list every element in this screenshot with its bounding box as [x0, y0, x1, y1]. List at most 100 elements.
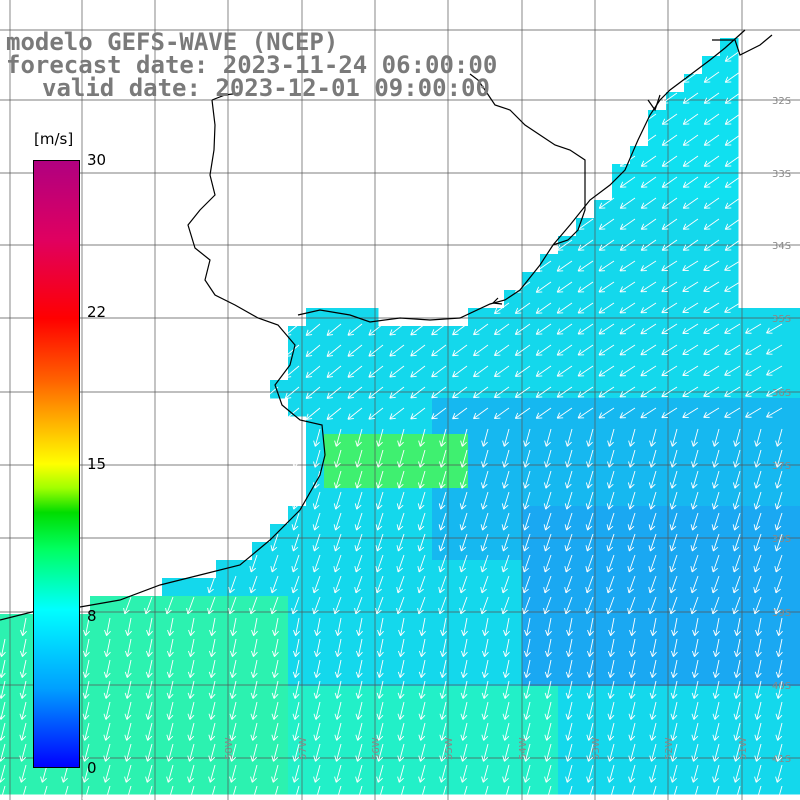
wind-speed-cell — [630, 632, 649, 651]
wind-speed-cell — [702, 182, 721, 201]
wind-speed-cell — [522, 614, 541, 633]
wind-speed-cell — [576, 380, 595, 399]
wind-arrow — [703, 323, 720, 334]
wind-arrow — [766, 386, 783, 397]
wind-speed-cell — [612, 470, 631, 489]
wind-speed-cell — [504, 560, 523, 579]
wind-arrow — [312, 596, 321, 615]
wind-speed-cell — [270, 776, 289, 795]
wind-speed-cell — [774, 362, 793, 381]
wind-speed-cell — [504, 470, 523, 489]
wind-arrow — [347, 344, 363, 357]
wind-arrow — [284, 386, 300, 400]
wind-speed-cell — [486, 614, 505, 633]
wind-speed-cell — [594, 668, 613, 687]
wind-arrow — [619, 407, 636, 419]
wind-speed-cell — [504, 506, 523, 525]
wind-speed-cell — [342, 704, 361, 723]
wind-arrow — [565, 659, 573, 678]
wind-speed-cell — [342, 668, 361, 687]
wind-speed-cell — [540, 452, 559, 471]
wind-arrow — [598, 407, 615, 419]
wind-speed-cell — [594, 380, 613, 399]
wind-arrow — [375, 533, 384, 552]
wind-arrow — [291, 554, 300, 573]
wind-arrow — [690, 512, 699, 531]
wind-speed-cell — [450, 686, 469, 705]
wind-speed-cell — [684, 362, 703, 381]
wind-arrow — [439, 743, 447, 762]
wind-arrow — [712, 722, 720, 741]
wind-speed-cell — [144, 614, 163, 633]
lat-label: 37S — [772, 461, 791, 472]
wind-speed-cell — [450, 380, 469, 399]
wind-speed-cell — [486, 560, 505, 579]
wind-arrow — [649, 722, 657, 741]
wind-arrow — [501, 512, 510, 531]
wind-arrow — [577, 281, 594, 293]
wind-speed-cell — [720, 326, 739, 345]
wind-arrow — [649, 659, 657, 678]
wind-speed-cell — [720, 416, 739, 435]
wind-arrow — [103, 638, 111, 657]
wind-arrow — [326, 323, 342, 336]
wind-arrow — [535, 407, 552, 419]
wind-speed-cell — [666, 146, 685, 165]
wind-arrow — [104, 617, 111, 636]
wind-arrow — [711, 596, 720, 615]
wind-arrow — [598, 197, 615, 209]
wind-arrow — [208, 659, 216, 678]
wind-speed-cell — [666, 326, 685, 345]
wind-speed-cell — [792, 506, 800, 525]
wind-arrow — [473, 344, 489, 357]
wind-speed-cell — [738, 758, 757, 777]
wind-arrow — [187, 638, 195, 657]
wind-speed-cell — [576, 686, 595, 705]
wind-arrow — [628, 764, 636, 783]
wind-arrow — [368, 386, 384, 399]
wind-arrow — [627, 470, 636, 489]
wind-speed-cell — [756, 398, 775, 417]
wind-speed-cell — [666, 614, 685, 633]
wind-speed-cell — [504, 308, 523, 327]
wind-speed-cell — [594, 434, 613, 453]
wind-arrow — [439, 764, 447, 783]
wind-speed-cell — [270, 578, 289, 597]
wind-speed-cell — [594, 776, 613, 795]
wind-speed-cell — [126, 776, 145, 795]
wind-arrow — [460, 659, 468, 678]
wind-arrow — [586, 701, 594, 720]
wind-speed-cell — [648, 146, 667, 165]
wind-speed-cell — [414, 686, 433, 705]
wind-arrow — [124, 701, 132, 720]
wind-arrow — [146, 617, 153, 636]
wind-arrow — [354, 596, 363, 615]
wind-arrow — [691, 638, 699, 657]
wind-speed-cell — [0, 704, 19, 723]
wind-speed-cell — [594, 506, 613, 525]
wind-speed-cell — [792, 434, 800, 453]
wind-speed-cell — [594, 308, 613, 327]
wind-arrow — [640, 302, 657, 314]
wind-arrow — [292, 449, 300, 468]
wind-arrow — [355, 428, 363, 447]
wind-arrow — [166, 722, 174, 741]
wind-arrow — [670, 701, 678, 720]
wind-speed-cell — [360, 596, 379, 615]
wind-speed-cell — [252, 578, 271, 597]
wind-arrow — [355, 680, 363, 699]
wind-speed-cell — [720, 182, 739, 201]
wind-speed-cell — [792, 632, 800, 651]
wind-arrow — [439, 659, 447, 678]
wind-speed-cell — [324, 542, 343, 561]
wind-speed-cell — [666, 110, 685, 129]
wind-arrow — [397, 764, 405, 783]
wind-arrow — [732, 596, 741, 615]
wind-speed-cell — [468, 668, 487, 687]
wind-arrow — [732, 554, 741, 573]
wind-speed-cell — [558, 380, 577, 399]
wind-arrow — [460, 449, 468, 468]
coastline — [0, 29, 773, 621]
wind-speed-cell — [234, 758, 253, 777]
wind-speed-cell — [576, 668, 595, 687]
